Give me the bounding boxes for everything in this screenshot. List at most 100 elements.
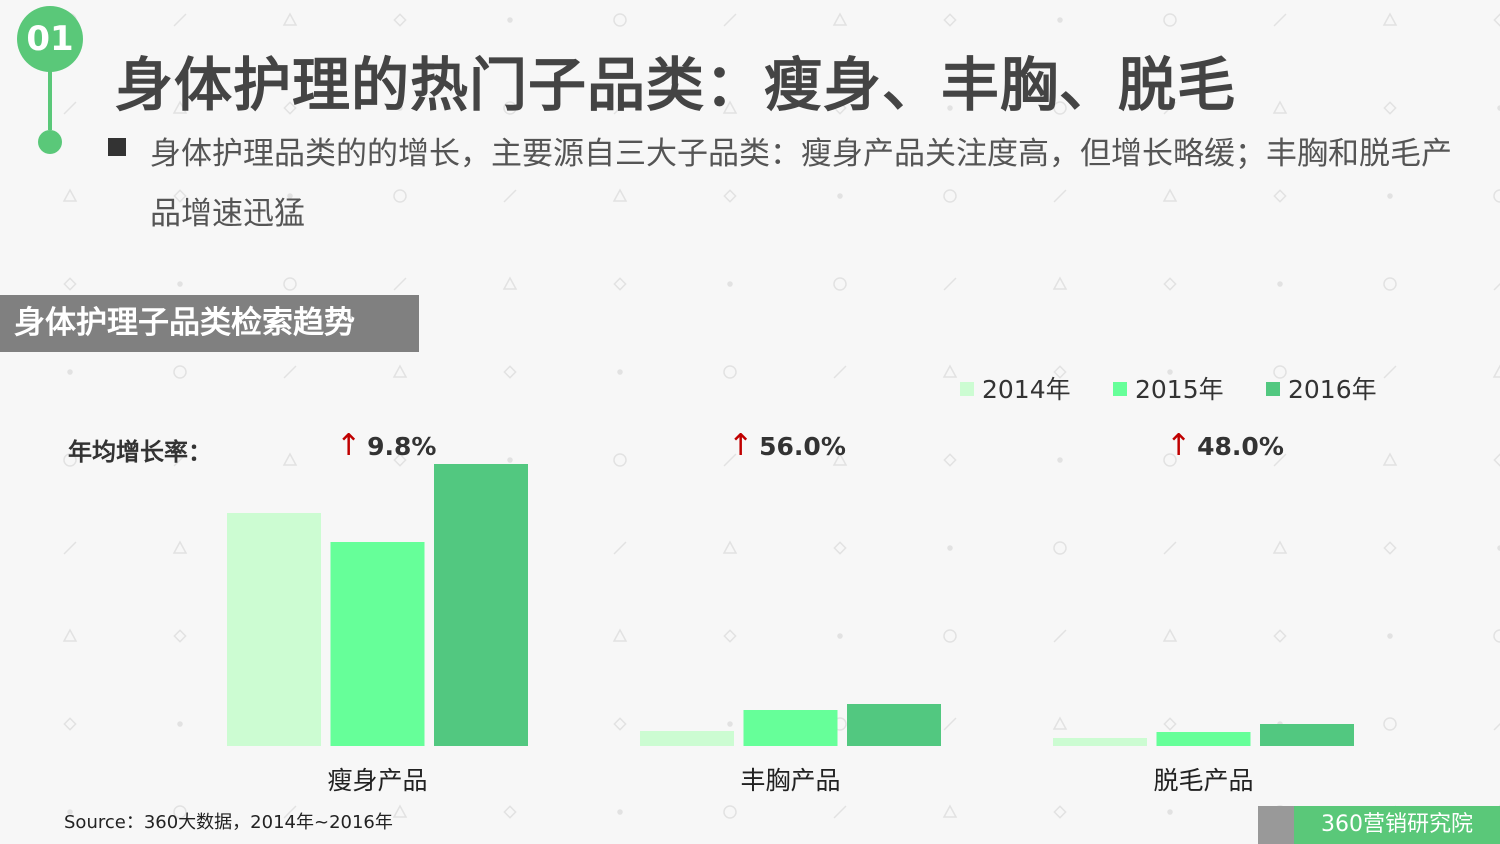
slide-number-badge: 01 <box>17 6 83 72</box>
bg-pattern-shape <box>1053 101 1067 115</box>
bg-pattern-shape <box>287 193 293 199</box>
bg-pattern-shape <box>723 629 737 643</box>
bg-pattern-shape <box>1383 717 1397 731</box>
bg-pattern-shape <box>173 13 187 27</box>
bg-pattern-shape <box>837 193 843 199</box>
bg-pattern-shape <box>833 277 847 291</box>
bg-pattern-shape <box>617 369 623 375</box>
source-note: Source：360大数据，2014年~2016年 <box>64 812 393 833</box>
bg-pattern-shape <box>833 805 847 819</box>
bg-pattern-shape <box>503 805 517 819</box>
bg-pattern-shape <box>612 628 628 642</box>
bg-pattern-shape <box>1272 540 1288 554</box>
bg-pattern-shape <box>62 188 78 202</box>
growth-rate-slimming: ↑ 9.8% <box>336 428 436 463</box>
legend-swatch-2014 <box>960 382 974 396</box>
bg-pattern-shape <box>172 540 188 554</box>
bg-pattern-shape <box>1052 716 1068 730</box>
bg-pattern-shape <box>503 189 517 203</box>
footer-grey-block <box>1258 806 1294 844</box>
bg-pattern-shape <box>173 189 187 203</box>
bg-pattern-shape <box>943 629 957 643</box>
growth-rate-value: 48.0% <box>1197 432 1284 461</box>
bg-pattern-shape <box>1163 101 1177 115</box>
bg-pattern-shape <box>173 629 187 643</box>
bar-3-2016年 <box>1260 724 1354 746</box>
bar-3-2014年 <box>1053 738 1147 746</box>
bg-pattern-shape <box>503 365 517 379</box>
bg-pattern-shape <box>177 721 183 727</box>
bg-pattern-shape <box>1492 364 1500 378</box>
bar-1-2016年 <box>434 464 528 746</box>
bg-pattern-shape <box>1167 809 1173 815</box>
bg-pattern-shape <box>1163 717 1177 731</box>
bg-pattern-shape <box>617 809 623 815</box>
legend-swatch-2015 <box>1113 382 1127 396</box>
slide-number-connector <box>48 60 52 130</box>
bg-pattern-shape <box>63 453 77 467</box>
bg-pattern-shape <box>503 101 517 115</box>
bg-pattern-shape <box>507 457 513 463</box>
bg-pattern-shape <box>392 804 408 818</box>
bg-pattern-shape <box>1273 629 1287 643</box>
bg-pattern-shape <box>63 717 77 731</box>
bg-pattern-shape <box>67 809 73 815</box>
bg-pattern-shape <box>943 189 957 203</box>
bg-pattern-shape <box>282 452 298 466</box>
growth-rate-value: 9.8% <box>367 432 437 461</box>
bg-pattern-shape <box>947 105 953 111</box>
bg-pattern-shape <box>1493 13 1500 27</box>
bg-pattern-shape <box>393 13 407 27</box>
bg-pattern-shape <box>173 365 187 379</box>
bg-pattern-shape <box>1163 453 1177 467</box>
bg-pattern-shape <box>1162 628 1178 642</box>
legend-label-2015: 2015年 <box>1135 375 1224 404</box>
bar-3-2015年 <box>1156 732 1251 746</box>
category-label: 脱毛产品 <box>1153 766 1253 795</box>
bg-pattern-shape <box>613 541 627 555</box>
growth-rate-value: 56.0% <box>759 432 846 461</box>
bg-pattern-shape <box>1493 629 1500 643</box>
bullet-square-icon <box>108 138 126 156</box>
bar-2-2016年 <box>847 704 941 746</box>
up-arrow-icon: ↑ <box>728 428 754 463</box>
bg-pattern-shape <box>613 101 627 115</box>
bg-pattern-shape <box>1277 281 1283 287</box>
bg-pattern-shape <box>63 277 77 291</box>
bullet-text: 身体护理品类的的增长，主要源自三大子品类：瘦身产品关注度高，但增长略缓；丰胸和脱… <box>150 136 1452 232</box>
bg-pattern-shape <box>727 281 733 287</box>
bg-pattern-shape <box>283 277 297 291</box>
section-label: 身体护理子品类检索趋势 <box>0 295 419 352</box>
bg-pattern-shape <box>393 277 407 291</box>
bg-pattern-shape <box>67 369 73 375</box>
bg-pattern-shape <box>833 365 847 379</box>
bg-pattern-shape <box>1053 365 1067 379</box>
bg-pattern-shape <box>283 805 297 819</box>
bg-pattern-shape <box>177 281 183 287</box>
bg-pattern-shape <box>723 805 737 819</box>
bg-pattern-shape <box>837 633 843 639</box>
bg-pattern-shape <box>1273 453 1287 467</box>
bg-pattern-shape <box>283 365 297 379</box>
bg-pattern-shape <box>1273 365 1287 379</box>
bg-pattern-shape <box>1387 193 1393 199</box>
bg-pattern-shape <box>282 12 298 26</box>
bg-pattern-shape <box>1493 282 1500 291</box>
bar-2-2014年 <box>640 731 734 746</box>
bg-pattern-shape <box>1382 452 1398 466</box>
bg-pattern-shape <box>1163 277 1177 291</box>
bg-pattern-shape <box>1053 189 1067 203</box>
bg-pattern-shape <box>723 453 737 467</box>
legend-swatch-2016 <box>1266 382 1280 396</box>
bg-pattern-shape <box>283 101 297 115</box>
legend-label-2014: 2014年 <box>982 375 1071 404</box>
bg-pattern-shape <box>943 277 957 291</box>
bg-pattern-shape <box>1383 365 1397 379</box>
bg-pattern-shape <box>1057 17 1063 23</box>
bg-pattern-shape <box>613 13 627 27</box>
slide-number-dot <box>38 130 62 154</box>
up-arrow-icon: ↑ <box>336 428 362 463</box>
bg-pattern-shape <box>1273 189 1287 203</box>
growth-rate-label: 年均增长率： <box>68 438 212 466</box>
bg-pattern-shape <box>502 276 518 290</box>
